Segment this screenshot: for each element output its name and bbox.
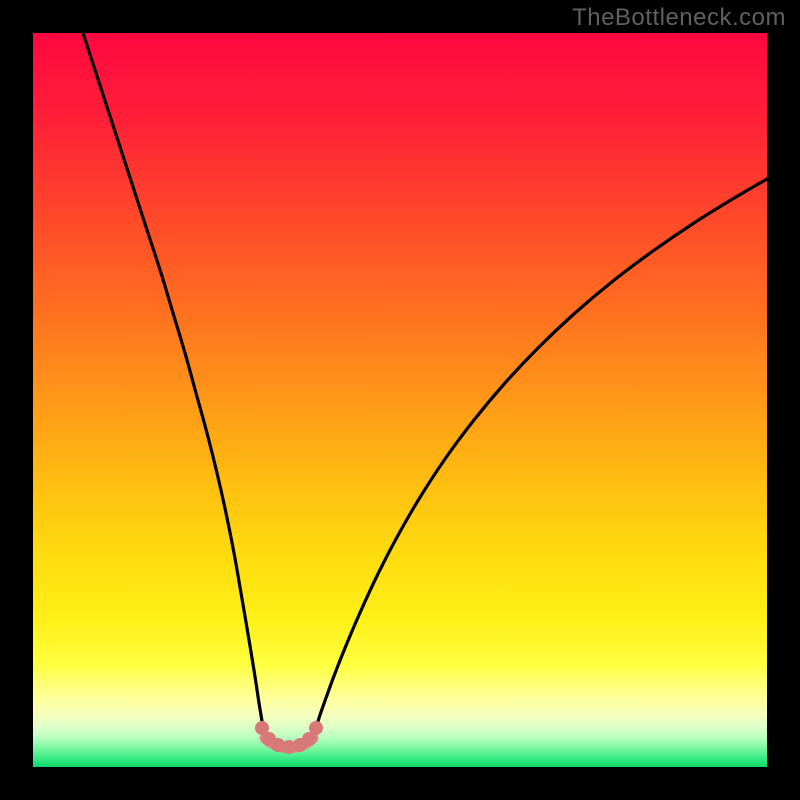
bottom-dot bbox=[309, 721, 323, 735]
plot-area bbox=[33, 33, 767, 767]
curve-right-branch bbox=[313, 179, 767, 738]
watermark-text: TheBottleneck.com bbox=[572, 4, 786, 32]
bottom-dots bbox=[255, 721, 323, 754]
curve-left-branch bbox=[83, 33, 265, 738]
curve-overlay bbox=[33, 33, 767, 767]
